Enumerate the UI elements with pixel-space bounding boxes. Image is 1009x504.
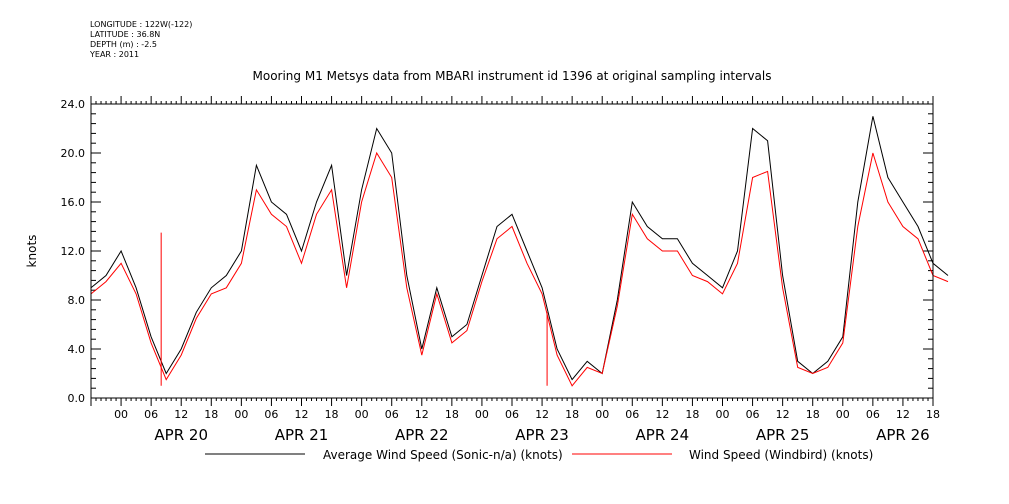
x-hour-label: 00	[355, 408, 369, 421]
legend: Average Wind Speed (Sonic-n/a) (knots) W…	[205, 448, 873, 462]
x-hour-label: 00	[475, 408, 489, 421]
x-day-label: APR 21	[275, 426, 329, 444]
x-hour-label: 18	[565, 408, 579, 421]
y-tick-label: 8.0	[68, 294, 86, 307]
x-day-label: APR 24	[636, 426, 690, 444]
x-hour-label: 06	[505, 408, 519, 421]
x-day-label: APR 20	[154, 426, 208, 444]
plot-lines	[90, 116, 949, 387]
x-hour-label: 12	[174, 408, 188, 421]
x-hour-label: 12	[655, 408, 669, 421]
plot-frame	[90, 103, 934, 399]
y-axis-label: knots	[25, 235, 39, 268]
series-line-average-wind-speed	[90, 116, 949, 381]
x-hour-label: 00	[716, 408, 730, 421]
x-hour-label: 06	[746, 408, 760, 421]
x-hour-label: 00	[114, 408, 128, 421]
x-hour-label: 00	[595, 408, 609, 421]
x-hour-label: 18	[204, 408, 218, 421]
y-tick-label: 0.0	[68, 392, 86, 405]
chart-title: Mooring M1 Metsys data from MBARI instru…	[253, 69, 772, 83]
location-metadata: LONGITUDE : 122W(-122) LATITUDE : 36.8N …	[90, 20, 192, 60]
x-hour-label: 06	[385, 408, 399, 421]
x-hour-label: 12	[415, 408, 429, 421]
x-axis-ticks: 00 06 12 18 00 06 12 18 00 06 12 18 00 06 12 18 00 06 12 18…	[90, 96, 940, 444]
x-hour-label: 12	[295, 408, 309, 421]
x-hour-label: 06	[264, 408, 278, 421]
x-hour-label: 06	[866, 408, 880, 421]
longitude-label: LONGITUDE : 122W(-122)	[90, 20, 193, 29]
x-hour-label: 06	[144, 408, 158, 421]
legend-label-black: Average Wind Speed (Sonic-n/a) (knots)	[323, 448, 563, 462]
x-hour-label: 12	[896, 408, 910, 421]
series-line-windbird-wind-speed	[90, 151, 949, 387]
y-axis-ticks: 0.0 4.0 8.0 12.0 16.0 20.0 24.0	[61, 98, 933, 405]
y-tick-label: 12.0	[61, 245, 86, 258]
x-hour-label: 18	[325, 408, 339, 421]
y-tick-label: 16.0	[61, 196, 86, 209]
x-day-label: APR 23	[515, 426, 569, 444]
y-tick-label: 20.0	[61, 147, 86, 160]
x-hour-label: 12	[535, 408, 549, 421]
x-day-label: APR 22	[395, 426, 449, 444]
x-day-label: APR 25	[756, 426, 810, 444]
x-hour-label: 06	[625, 408, 639, 421]
x-hour-label: 00	[836, 408, 850, 421]
x-hour-label: 18	[806, 408, 820, 421]
legend-label-red: Wind Speed (Windbird) (knots)	[689, 448, 873, 462]
x-hour-label: 12	[776, 408, 790, 421]
x-hour-label: 00	[234, 408, 248, 421]
y-tick-label: 4.0	[68, 343, 86, 356]
x-hour-label: 18	[445, 408, 459, 421]
depth-label: DEPTH (m) : -2.5	[90, 40, 157, 49]
y-tick-label: 24.0	[61, 98, 86, 111]
year-label: YEAR : 2011	[90, 50, 140, 59]
x-day-label: APR 26	[876, 426, 930, 444]
latitude-label: LATITUDE : 36.8N	[90, 30, 161, 39]
x-hour-label: 18	[926, 408, 940, 421]
x-hour-label: 18	[685, 408, 699, 421]
